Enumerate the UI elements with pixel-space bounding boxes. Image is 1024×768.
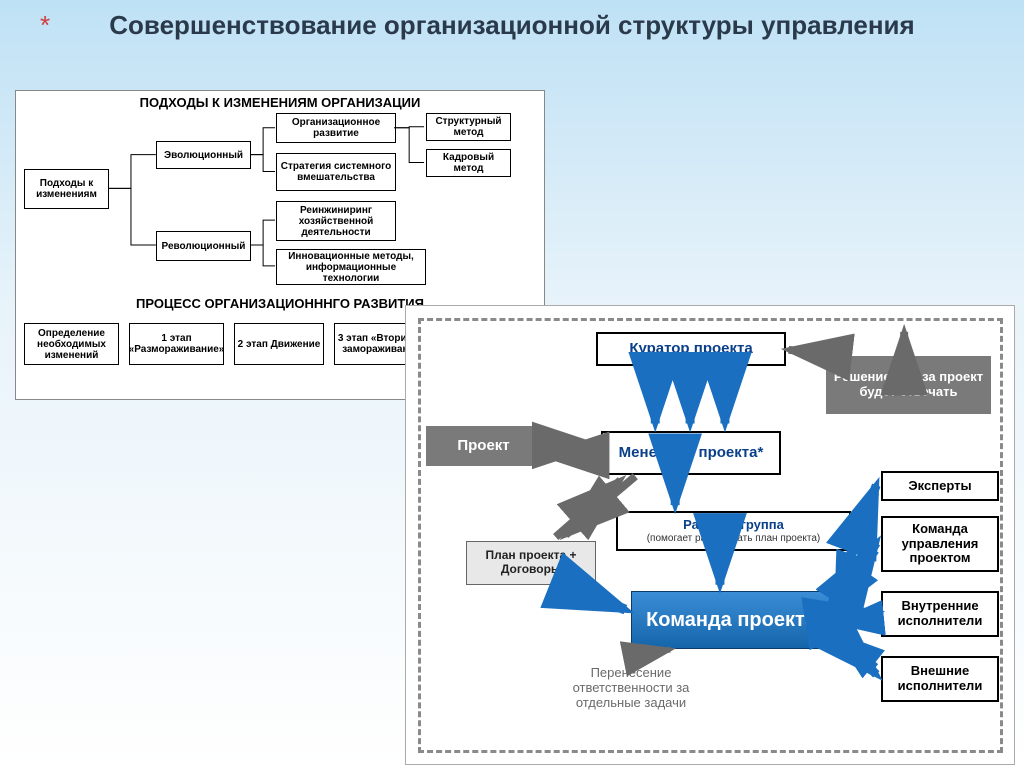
box-workgroup: Рабочая группа (помогает разработать пла… <box>616 511 851 551</box>
box-proc2: 1 этап «Размораживание» <box>129 323 224 365</box>
box-proc1: Определение необходимых изменений <box>24 323 119 365</box>
label-transfer: Перенесение ответственности за отдельные… <box>541 661 721 716</box>
box-project: Проект <box>426 426 541 466</box>
box-evol: Эволюционный <box>156 141 251 169</box>
box-proc3: 2 этап Движение <box>234 323 324 365</box>
right-diagram: Куратор проекта Решение, кто за проект б… <box>405 305 1015 765</box>
box-curator: Куратор проекта <box>596 332 786 366</box>
box-internal: Внутренние исполнители <box>881 591 999 637</box>
box-external: Внешние исполнители <box>881 656 999 702</box>
workgroup-main: Рабочая группа <box>683 518 784 533</box>
top-title-1: ПОДХОДЫ К ИЗМЕНЕНИЯМ ОРГАНИЗАЦИИ <box>16 95 544 110</box>
workgroup-sub: (помогает разработать план проекта) <box>647 533 821 545</box>
box-experts: Эксперты <box>881 471 999 501</box>
box-kadr: Кадровый метод <box>426 149 511 177</box>
box-manager: Менеджер проекта* <box>601 431 781 475</box>
box-root: Подходы к изменениям <box>24 169 109 209</box>
box-strat: Стратегия системного вмешательства <box>276 153 396 191</box>
box-revol: Революционный <box>156 231 251 261</box>
box-mgmt-team: Команда управления проектом <box>881 516 999 572</box>
box-orgdev: Организационное развитие <box>276 113 396 143</box>
box-team: Команда проекта <box>631 591 831 649</box>
box-reeng: Реинжиниринг хозяйственной деятельности <box>276 201 396 241</box>
box-innov: Инновационные методы, информационные тех… <box>276 249 426 285</box>
slide-title: Совершенствование организационной структ… <box>0 10 1024 41</box>
box-plan: План проекта + Договоры <box>466 541 596 585</box>
box-struct: Структурный метод <box>426 113 511 141</box>
box-decision: Решение, кто за проект будет отвечать <box>826 356 991 414</box>
